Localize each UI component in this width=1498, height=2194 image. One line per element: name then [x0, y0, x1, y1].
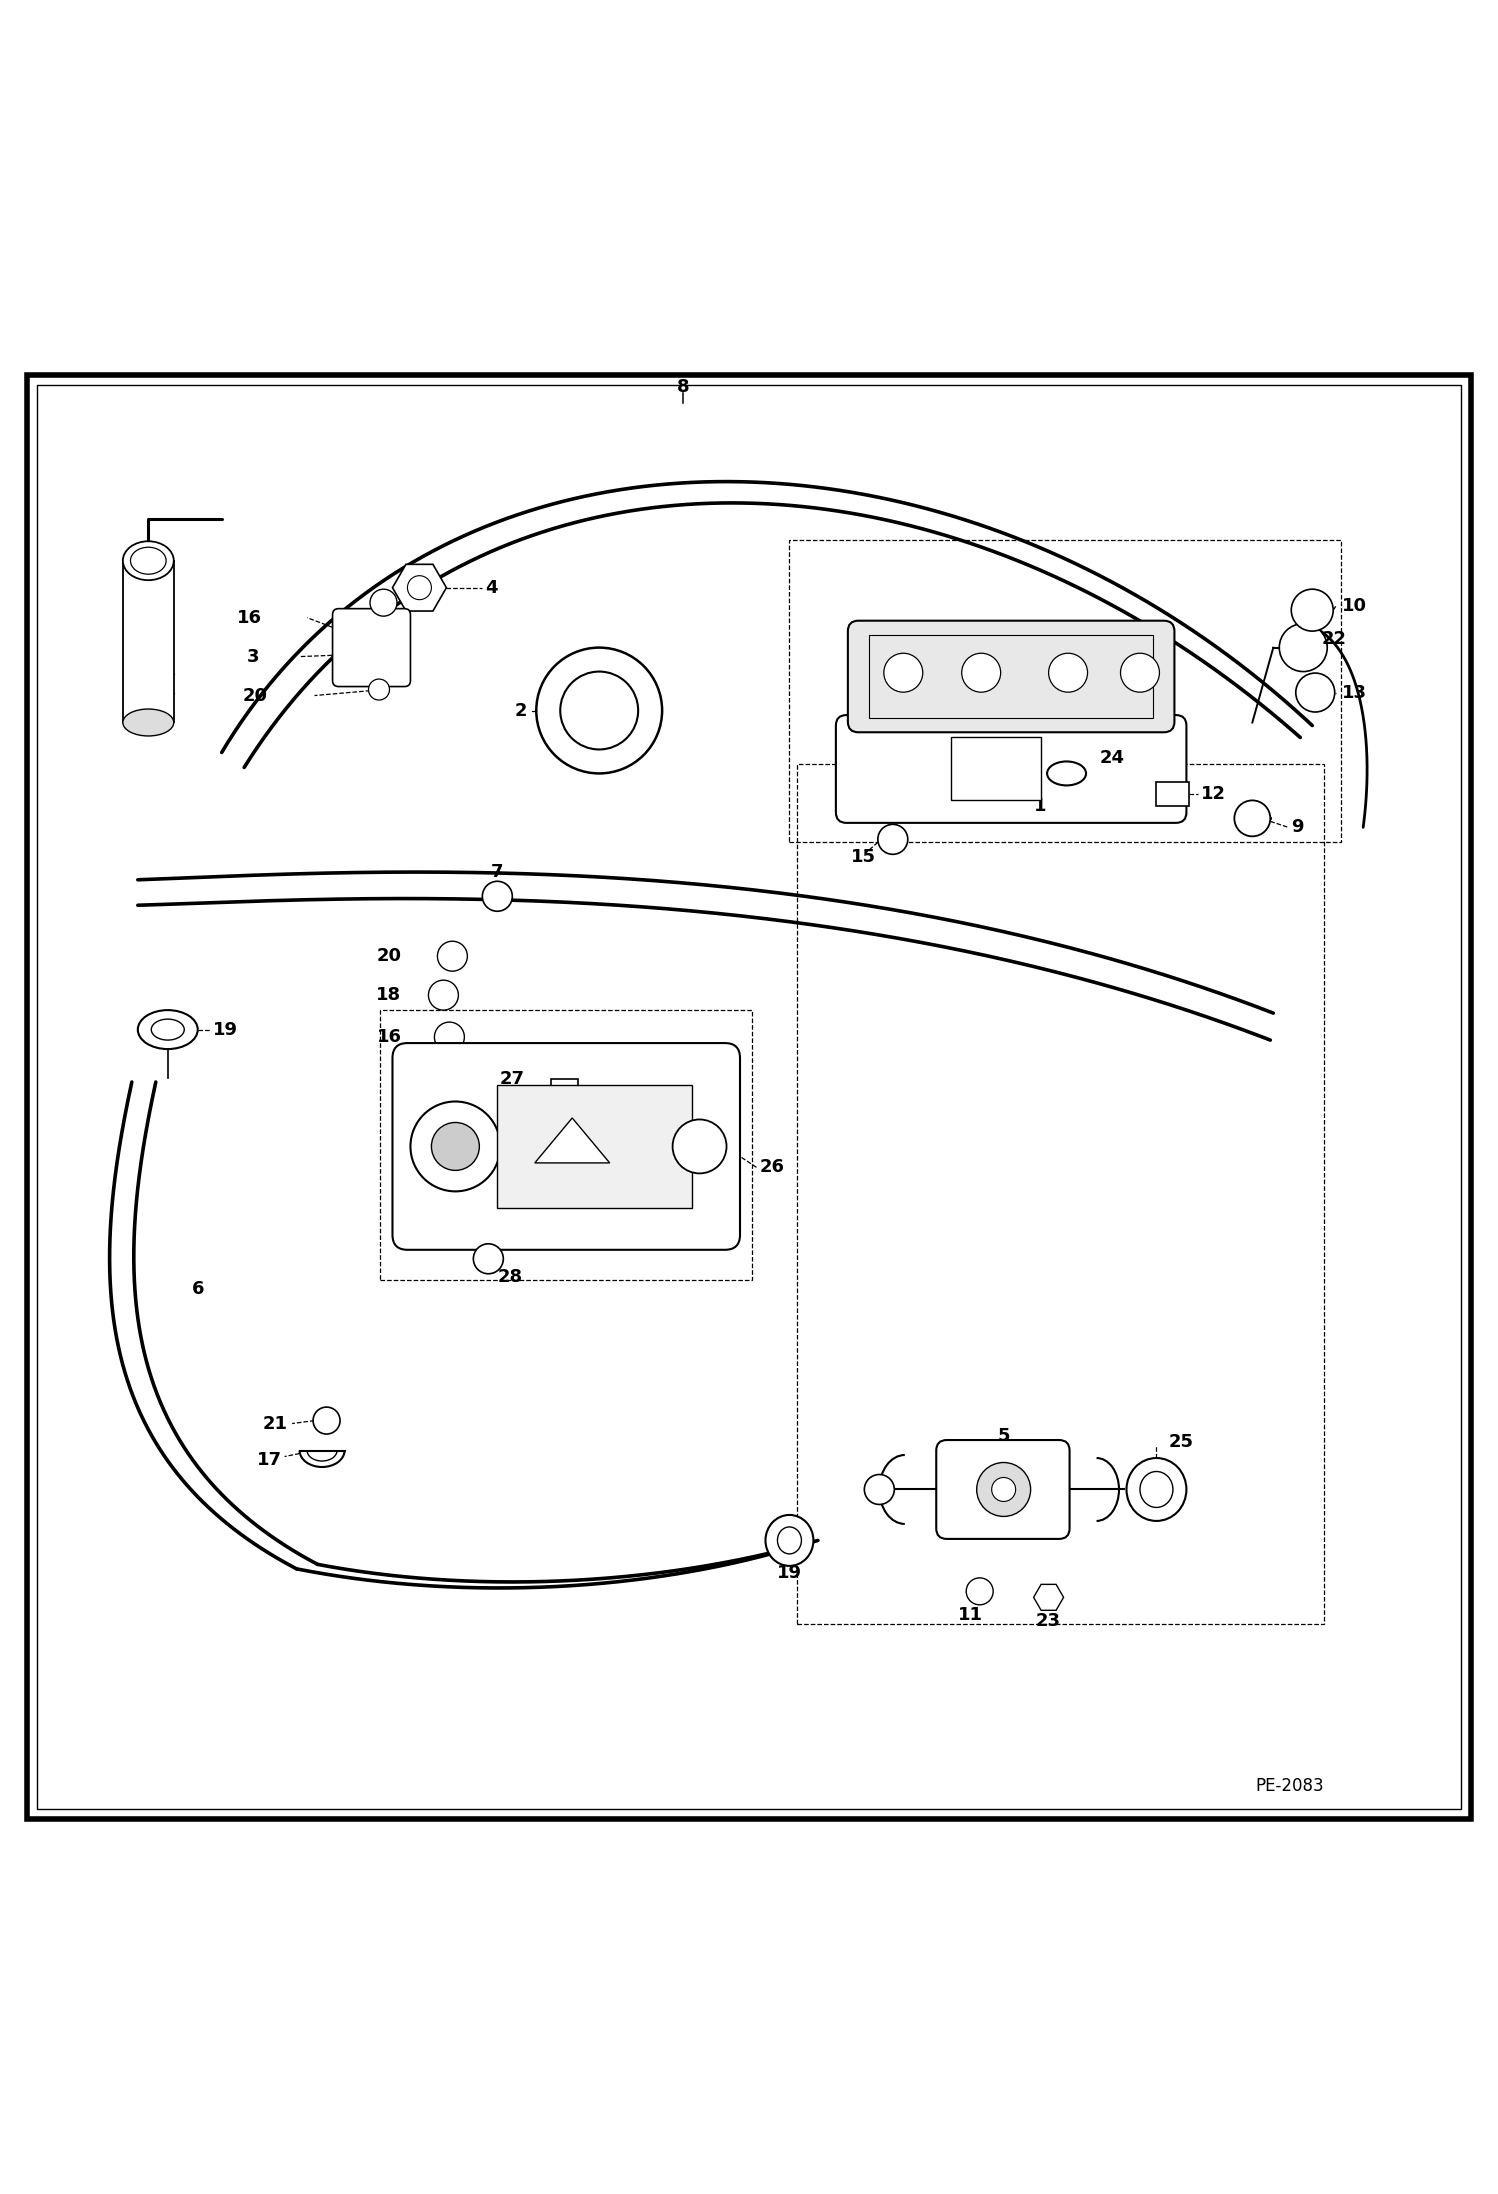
Text: 2: 2: [515, 702, 527, 720]
Polygon shape: [535, 1119, 610, 1163]
Ellipse shape: [1126, 1459, 1186, 1520]
Circle shape: [1291, 590, 1333, 632]
Bar: [869, 634, 1153, 717]
Text: 20: 20: [376, 948, 401, 965]
Circle shape: [370, 590, 397, 617]
Text: 27: 27: [499, 1071, 524, 1088]
Circle shape: [673, 1119, 727, 1174]
Ellipse shape: [151, 1018, 184, 1040]
Bar: [951, 737, 1041, 801]
Circle shape: [878, 825, 908, 853]
Circle shape: [473, 1244, 503, 1275]
Circle shape: [1121, 654, 1159, 691]
Ellipse shape: [123, 542, 174, 579]
Text: 19: 19: [213, 1020, 238, 1038]
Bar: [380, 1009, 752, 1279]
Text: 9: 9: [1291, 818, 1303, 836]
Circle shape: [482, 882, 512, 911]
Text: 1: 1: [1034, 796, 1046, 816]
Circle shape: [410, 1101, 500, 1191]
Text: 18: 18: [376, 985, 401, 1005]
Circle shape: [1234, 801, 1270, 836]
Ellipse shape: [1140, 1472, 1173, 1507]
Circle shape: [977, 1463, 1031, 1516]
Text: 16: 16: [376, 1029, 401, 1047]
Text: 6: 6: [192, 1279, 204, 1297]
Circle shape: [536, 647, 662, 774]
Circle shape: [966, 1577, 993, 1604]
Circle shape: [407, 575, 431, 599]
Ellipse shape: [765, 1514, 813, 1567]
FancyBboxPatch shape: [392, 1042, 740, 1251]
Circle shape: [369, 680, 389, 700]
Text: 23: 23: [1037, 1613, 1061, 1630]
Text: 16: 16: [237, 608, 262, 627]
Circle shape: [1296, 674, 1335, 713]
Text: 13: 13: [1342, 685, 1368, 702]
Circle shape: [437, 941, 467, 972]
Text: 24: 24: [1100, 750, 1125, 768]
Circle shape: [884, 654, 923, 691]
Ellipse shape: [130, 546, 166, 575]
Circle shape: [431, 1123, 479, 1169]
Bar: [789, 540, 1341, 842]
Text: 5: 5: [998, 1426, 1010, 1444]
Circle shape: [434, 1022, 464, 1053]
Circle shape: [962, 654, 1001, 691]
Text: 7: 7: [491, 862, 503, 882]
Text: PE-2083: PE-2083: [1255, 1777, 1324, 1795]
Text: 25: 25: [1168, 1433, 1194, 1450]
Circle shape: [1049, 654, 1088, 691]
Text: 4: 4: [485, 579, 497, 597]
Text: 14: 14: [1141, 1481, 1167, 1499]
Ellipse shape: [777, 1527, 801, 1553]
Circle shape: [1279, 623, 1327, 671]
Text: 10: 10: [1342, 597, 1368, 614]
Text: 28: 28: [497, 1268, 523, 1286]
Circle shape: [992, 1477, 1016, 1501]
Text: 20: 20: [243, 687, 268, 704]
Text: 22: 22: [1321, 630, 1347, 647]
Text: 26: 26: [759, 1158, 785, 1176]
Bar: [1156, 783, 1189, 807]
Ellipse shape: [123, 709, 174, 735]
Text: 3: 3: [247, 647, 259, 665]
Ellipse shape: [138, 1009, 198, 1049]
Circle shape: [864, 1474, 894, 1505]
Bar: [551, 1079, 578, 1099]
Bar: [497, 1086, 692, 1209]
Bar: [797, 764, 1324, 1624]
Text: 12: 12: [1201, 785, 1227, 803]
Text: 17: 17: [256, 1450, 282, 1468]
FancyBboxPatch shape: [836, 715, 1186, 823]
Circle shape: [428, 981, 458, 1009]
Text: 8: 8: [677, 377, 689, 395]
Text: 19: 19: [777, 1564, 801, 1582]
Circle shape: [560, 671, 638, 750]
FancyBboxPatch shape: [333, 608, 410, 687]
Ellipse shape: [1047, 761, 1086, 785]
FancyBboxPatch shape: [936, 1439, 1070, 1538]
Bar: [123, 562, 174, 722]
Circle shape: [313, 1406, 340, 1435]
Text: 21: 21: [262, 1415, 288, 1433]
Text: 15: 15: [851, 849, 876, 867]
FancyBboxPatch shape: [848, 621, 1174, 733]
Text: 11: 11: [959, 1606, 983, 1624]
